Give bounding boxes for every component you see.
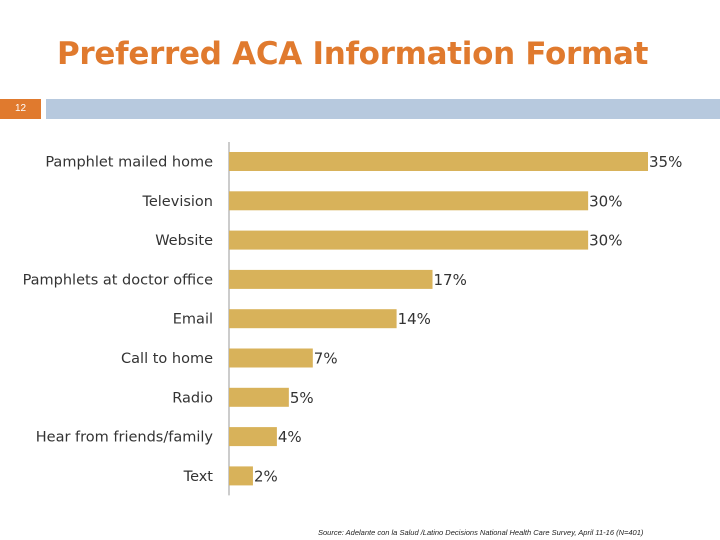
source-note: Source: Adelante con la Salud /Latino De…	[318, 528, 644, 537]
bar	[229, 269, 433, 289]
category-label: Pamphlet mailed home	[45, 155, 213, 171]
bar	[229, 387, 289, 407]
bar	[229, 309, 397, 329]
slide-number: 12	[14, 103, 27, 114]
category-label: Hear from friends/family	[36, 430, 214, 446]
category-label: Website	[155, 233, 213, 249]
bar	[229, 191, 589, 211]
bar	[229, 230, 589, 250]
category-label: Call to home	[121, 351, 213, 367]
value-label: 7%	[314, 350, 338, 368]
category-label: Text	[183, 469, 214, 485]
value-label: 30%	[589, 232, 622, 250]
bar	[229, 348, 313, 368]
page-title: Preferred ACA Information Format	[57, 36, 649, 72]
value-label: 2%	[254, 467, 278, 485]
bar	[229, 466, 253, 486]
value-label: 35%	[649, 153, 682, 171]
value-label: 5%	[290, 389, 314, 407]
category-label: Pamphlets at doctor office	[23, 272, 214, 288]
value-label: 17%	[434, 271, 467, 289]
category-label: Email	[173, 312, 213, 328]
value-label: 14%	[398, 310, 431, 328]
bar	[229, 152, 648, 171]
category-label: Radio	[172, 390, 213, 406]
bar	[229, 427, 277, 447]
value-label: 4%	[278, 428, 302, 446]
category-label: Television	[141, 194, 213, 210]
header-bar	[46, 99, 720, 119]
slide-number-box	[0, 99, 41, 119]
value-label: 30%	[589, 192, 622, 210]
